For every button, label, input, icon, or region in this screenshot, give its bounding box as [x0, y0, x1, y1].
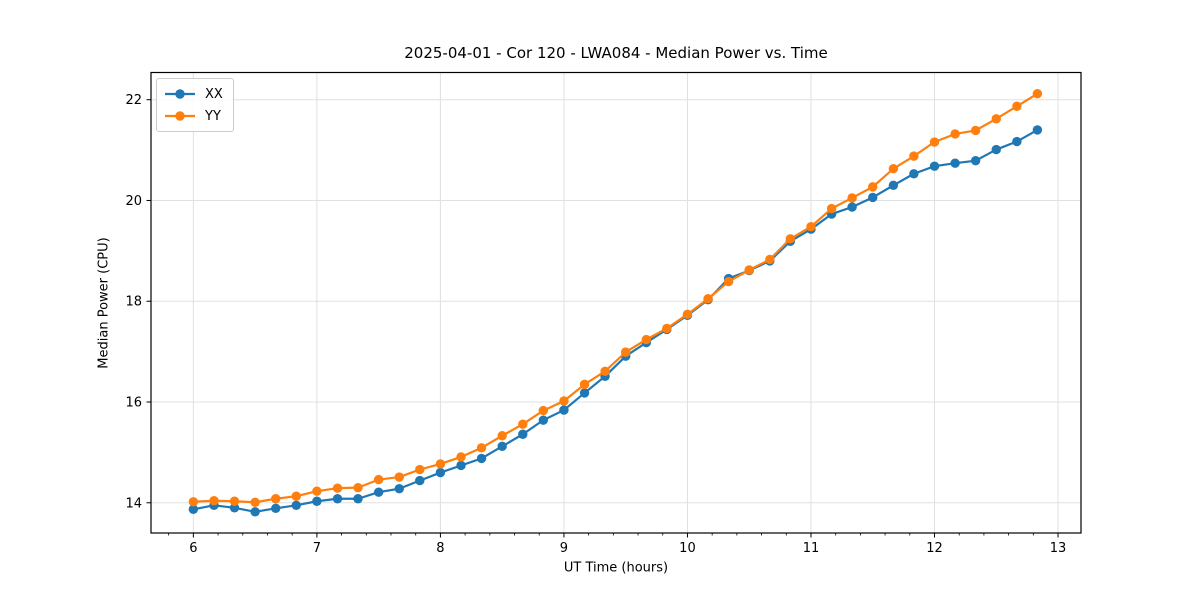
x-tick-label: 8 — [436, 541, 444, 556]
series-yy-marker — [312, 486, 322, 496]
series-yy-marker — [868, 182, 878, 192]
series-xx-marker — [538, 415, 549, 425]
series-yy-marker — [559, 396, 569, 406]
legend-item-xx: XX — [163, 83, 223, 105]
series-xx-marker — [847, 202, 857, 212]
series-yy-marker — [785, 234, 796, 244]
x-tick-label: 13 — [1050, 541, 1067, 556]
y-tick-label: 14 — [125, 496, 142, 511]
series-xx-marker — [991, 144, 1001, 155]
series-xx-marker — [415, 475, 425, 486]
x-tick-label: 12 — [926, 541, 943, 556]
series-xx-marker — [188, 504, 199, 515]
series-xx-marker — [229, 503, 240, 513]
axes-spines — [150, 71, 1082, 534]
series-xx-marker — [950, 158, 960, 168]
series-yy-marker — [991, 114, 1001, 124]
series-yy-marker — [394, 472, 404, 482]
legend-swatch-xx-icon — [165, 89, 195, 99]
x-tick-label: 9 — [560, 541, 568, 556]
series-yy-marker — [682, 309, 693, 320]
series-xx-marker — [888, 180, 899, 191]
series-xx-marker — [909, 169, 919, 179]
series-yy-marker — [518, 419, 528, 429]
series-yy-marker — [250, 497, 260, 507]
series-xx-marker — [476, 453, 487, 464]
y-tick-label: 20 — [125, 194, 142, 209]
series-xx-marker — [250, 507, 260, 517]
y-tick-label: 18 — [125, 295, 142, 310]
series-yy-marker — [291, 491, 301, 501]
series-xx-marker — [970, 155, 981, 166]
legend-label-yy: YY — [205, 108, 221, 124]
series-xx-marker — [353, 494, 363, 504]
series-xx-marker — [518, 429, 528, 439]
series-yy-marker — [888, 164, 899, 174]
series-yy-marker — [579, 379, 590, 390]
series-yy-marker — [229, 496, 240, 506]
series-xx-marker — [929, 161, 940, 171]
series-xx-marker — [394, 483, 404, 494]
chart-title: 2025-04-01 - Cor 120 - LWA084 - Median P… — [404, 44, 828, 62]
series-xx-marker — [579, 388, 590, 398]
series-yy-marker — [744, 265, 754, 275]
series-yy-marker — [600, 366, 610, 376]
series-yy-marker — [1032, 88, 1043, 99]
series-xx-marker — [868, 192, 878, 203]
series-yy-marker — [456, 452, 466, 462]
series-yy-marker — [415, 464, 425, 475]
y-tick-label: 16 — [125, 396, 142, 411]
series-yy-marker — [970, 125, 981, 136]
series-xx-marker — [497, 441, 507, 452]
legend-swatch-yy-icon — [165, 111, 195, 121]
y-tick-label: 22 — [125, 93, 142, 108]
series-xx-marker — [332, 494, 343, 504]
series-yy-marker — [641, 334, 652, 345]
legend: XX YY — [156, 78, 234, 132]
series-yy-marker — [909, 151, 919, 161]
series-yy-marker — [703, 294, 713, 304]
series-xx-marker — [291, 500, 301, 510]
series-xx-line — [192, 128, 1039, 513]
series-xx-marker — [271, 503, 281, 514]
series-yy-marker — [332, 483, 343, 493]
series-yy-marker — [497, 431, 507, 441]
series-xx-marker — [312, 496, 322, 506]
series-yy-marker — [723, 276, 734, 287]
x-tick-label: 10 — [679, 541, 696, 556]
x-tick-label: 11 — [803, 541, 820, 556]
series-xx-marker — [559, 405, 569, 415]
series-yy-marker — [806, 221, 816, 232]
series-yy-marker — [435, 459, 446, 469]
series-yy-marker — [620, 347, 631, 357]
series-yy-marker — [353, 482, 363, 493]
x-tick-label: 6 — [189, 541, 197, 556]
series-yy-marker — [188, 497, 199, 507]
series-yy-marker — [662, 323, 672, 334]
x-axis-label: UT Time (hours) — [563, 560, 669, 576]
series-yy-marker — [847, 193, 857, 203]
series-yy-marker — [373, 474, 384, 485]
series-yy-marker — [209, 496, 219, 506]
series-xx-marker — [1012, 136, 1022, 147]
series-yy-marker — [765, 254, 775, 265]
legend-item-yy: YY — [163, 105, 223, 127]
series-yy-marker — [538, 405, 549, 416]
series-yy-marker — [950, 129, 960, 139]
x-tick-label: 7 — [313, 541, 321, 556]
series-yy-marker — [271, 494, 281, 504]
series-yy-marker — [826, 203, 837, 214]
series-xx-marker — [456, 460, 466, 471]
series-yy-marker — [1012, 101, 1022, 111]
series-yy-marker — [476, 443, 487, 453]
legend-label-xx: XX — [205, 86, 223, 102]
series-yy-marker — [929, 137, 940, 147]
series-xx-marker — [435, 467, 446, 478]
series-xx-marker — [1032, 125, 1043, 135]
series-xx-marker — [373, 487, 384, 497]
